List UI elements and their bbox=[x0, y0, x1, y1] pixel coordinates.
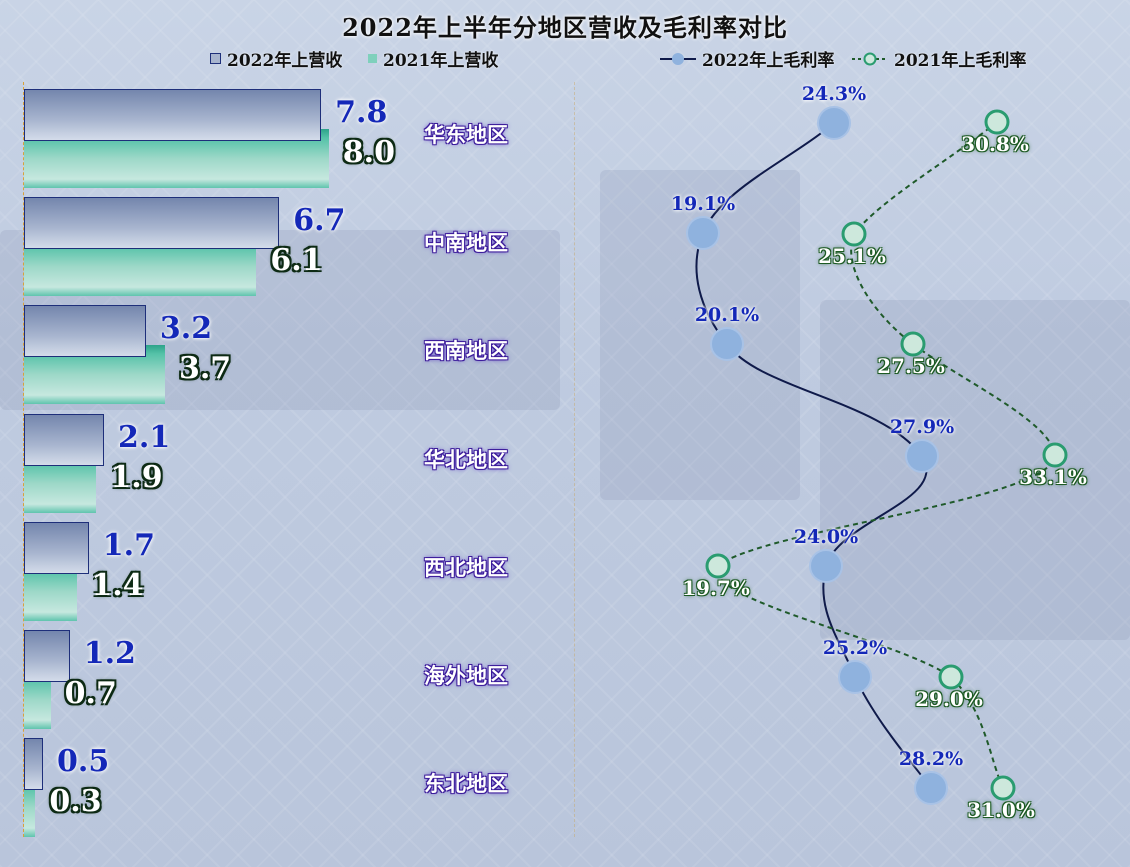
region-label: 西南地区 bbox=[424, 338, 508, 364]
legend-line-marker-icon bbox=[660, 52, 696, 65]
legend-swatch-icon bbox=[368, 54, 377, 63]
value-label-rev2022: 6.7 bbox=[293, 203, 346, 239]
legend-label: 2022年上营收 bbox=[227, 51, 343, 71]
bar-rev2022 bbox=[24, 630, 70, 682]
gm2021-data-label: 25.1% bbox=[818, 244, 886, 268]
gm2021-data-label: 30.8% bbox=[961, 132, 1029, 156]
bar-rev2022 bbox=[24, 413, 104, 466]
gm2022-data-label: 24.0% bbox=[793, 526, 859, 548]
region-label: 华东地区 bbox=[424, 122, 508, 147]
gm2021-data-label: 31.0% bbox=[967, 798, 1035, 822]
legend-gm2022: 2022年上毛利率 bbox=[660, 46, 834, 71]
gm2022-data-label: 20.1% bbox=[694, 304, 760, 326]
value-label-rev2021: 6.1 bbox=[270, 243, 323, 279]
gm2021-line bbox=[715, 121, 1057, 789]
value-label-rev2021: 1.4 bbox=[91, 567, 144, 603]
value-label-rev2022: 0.5 bbox=[57, 744, 110, 780]
gm2021-data-label: 33.1% bbox=[1019, 465, 1087, 489]
value-label-rev2021: 1.9 bbox=[110, 459, 163, 495]
value-label-rev2022: 2.1 bbox=[118, 419, 171, 455]
region-label: 东北地区 bbox=[424, 771, 508, 797]
legend-swatch-icon bbox=[210, 53, 221, 64]
gm2021-data-label: 27.5% bbox=[877, 354, 945, 378]
value-label-rev2021: 0.3 bbox=[49, 784, 102, 820]
gm2021-data-label: 19.7% bbox=[682, 576, 750, 600]
bar-rev2022 bbox=[24, 197, 280, 250]
bar-rev2021 bbox=[24, 778, 36, 838]
value-label-rev2021: 8.0 bbox=[342, 135, 395, 170]
gm2021-markers bbox=[705, 109, 1068, 801]
gm2022-data-label: 19.1% bbox=[670, 193, 736, 215]
gm2021-data-label: 29.0% bbox=[915, 687, 983, 711]
legend-label: 2021年上营收 bbox=[383, 51, 499, 71]
value-label-rev2022: 1.7 bbox=[102, 527, 155, 563]
value-label-rev2021: 0.7 bbox=[64, 676, 117, 711]
value-label-rev2022: 3.2 bbox=[159, 311, 213, 347]
background-building bbox=[820, 300, 1130, 640]
region-label: 华北地区 bbox=[424, 446, 508, 472]
gm2022-line bbox=[695, 122, 932, 789]
legend-label: 2022年上毛利率 bbox=[702, 51, 835, 71]
bar-rev2022 bbox=[24, 521, 89, 574]
bar-rev2022 bbox=[24, 738, 44, 791]
legend-dashed-marker-icon bbox=[852, 52, 888, 65]
gm2022-data-label: 28.2% bbox=[898, 748, 964, 770]
gm2022-markers bbox=[686, 106, 948, 805]
legend-label: 2021年上毛利率 bbox=[894, 51, 1027, 71]
legend-rev2021: 2021年上营收 bbox=[368, 46, 498, 71]
legend-gm2021: 2021年上毛利率 bbox=[852, 46, 1026, 71]
chart-divider bbox=[574, 82, 575, 837]
bar-rev2022 bbox=[24, 89, 322, 141]
value-label-rev2022: 7.8 bbox=[335, 95, 388, 130]
value-label-rev2022: 1.2 bbox=[83, 636, 136, 671]
value-label-rev2021: 3.7 bbox=[178, 351, 232, 387]
bar-rev2022 bbox=[24, 305, 146, 358]
region-label: 西北地区 bbox=[424, 554, 508, 580]
region-label: 中南地区 bbox=[424, 230, 508, 256]
chart-title: 2022年上半年分地区营收及毛利率对比 bbox=[342, 13, 788, 42]
bar-axis bbox=[23, 82, 24, 837]
region-label: 海外地区 bbox=[424, 663, 508, 688]
gm2022-data-label: 25.2% bbox=[822, 637, 888, 659]
legend-rev2022: 2022年上营收 bbox=[210, 46, 342, 71]
gm2022-data-label: 27.9% bbox=[889, 416, 955, 438]
gm2022-data-label: 24.3% bbox=[801, 83, 867, 105]
